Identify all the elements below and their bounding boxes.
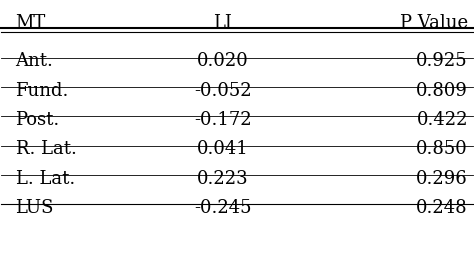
Text: 0.248: 0.248 [416,199,468,217]
Text: -0.052: -0.052 [194,82,252,100]
Text: 0.296: 0.296 [416,170,468,188]
Text: 0.925: 0.925 [416,52,468,70]
Text: -0.245: -0.245 [194,199,252,217]
Text: 0.422: 0.422 [416,111,468,129]
Text: -0.172: -0.172 [194,111,252,129]
Text: LUS: LUS [16,199,54,217]
Text: LI: LI [213,14,232,32]
Text: 0.020: 0.020 [197,52,249,70]
Text: 0.809: 0.809 [416,82,468,100]
Text: MT: MT [16,14,46,32]
Text: 0.041: 0.041 [197,141,249,158]
Text: R. Lat.: R. Lat. [16,141,76,158]
Text: P Value: P Value [400,14,468,32]
Text: 0.850: 0.850 [416,141,468,158]
Text: Post.: Post. [16,111,60,129]
Text: Ant.: Ant. [16,52,54,70]
Text: 0.223: 0.223 [197,170,249,188]
Text: L. Lat.: L. Lat. [16,170,75,188]
Text: Fund.: Fund. [16,82,69,100]
